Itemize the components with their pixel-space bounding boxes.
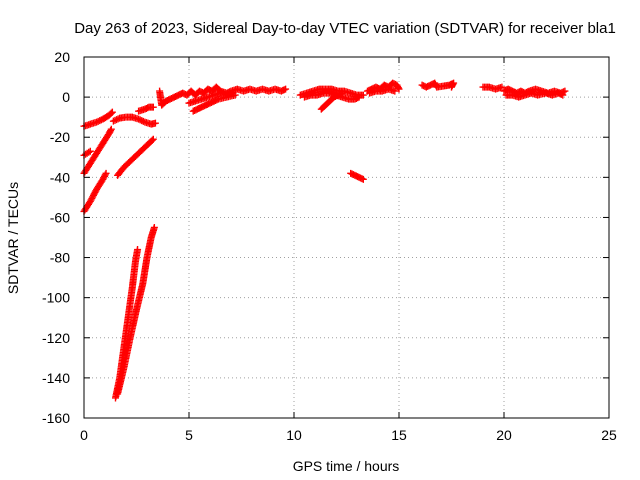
points-layer	[80, 79, 569, 402]
data-point	[114, 115, 122, 123]
data-point	[338, 89, 346, 97]
data-series	[189, 91, 239, 115]
data-series	[80, 108, 116, 130]
data-point	[107, 127, 115, 135]
data-series	[135, 103, 157, 115]
data-point	[135, 115, 143, 123]
data-point	[391, 87, 399, 95]
data-point	[102, 169, 110, 177]
y-tick-label: -120	[42, 330, 70, 346]
data-point	[148, 136, 156, 144]
y-tick-label: -160	[42, 410, 70, 426]
data-point	[151, 119, 159, 127]
x-tick-label: 5	[185, 427, 193, 443]
data-point	[108, 108, 116, 116]
data-series	[109, 113, 159, 128]
data-point	[139, 117, 147, 125]
data-point	[107, 125, 115, 133]
data-point	[395, 85, 403, 93]
x-axis-label: GPS time / hours	[293, 458, 400, 474]
data-point	[150, 223, 158, 231]
y-tick-label: -140	[42, 370, 70, 386]
data-point	[231, 91, 239, 99]
data-point	[93, 118, 101, 126]
data-series	[296, 85, 367, 99]
y-tick-label: -80	[50, 250, 70, 266]
data-series	[347, 169, 367, 183]
x-tick-label: 0	[80, 427, 88, 443]
data-point	[149, 135, 157, 143]
data-point	[149, 103, 157, 111]
y-tick-label: -100	[42, 290, 70, 306]
data-point	[86, 147, 94, 155]
data-point	[498, 83, 506, 91]
data-point	[85, 148, 93, 156]
data-point	[101, 171, 109, 179]
data-point	[355, 93, 363, 101]
plot-frame	[83, 56, 610, 419]
data-point	[113, 116, 121, 124]
data-point	[111, 116, 119, 124]
grid-layer	[84, 57, 609, 418]
y-tick-label: -40	[50, 169, 70, 185]
data-series	[502, 89, 567, 101]
data-point	[282, 85, 290, 93]
data-series	[366, 85, 399, 97]
data-point	[359, 91, 367, 99]
data-point	[107, 109, 115, 117]
data-point	[136, 116, 144, 124]
data-point	[96, 117, 104, 125]
data-point	[359, 175, 367, 183]
data-series	[479, 83, 506, 93]
data-series	[317, 89, 346, 113]
x-tick-label: 15	[391, 427, 407, 443]
data-series	[418, 79, 458, 91]
y-axis-label: SDTVAR / TECUs	[5, 182, 21, 294]
data-point	[448, 83, 455, 91]
data-point	[94, 117, 102, 125]
y-tick-label: -60	[50, 209, 70, 225]
data-point	[134, 246, 142, 254]
x-tick-label: 25	[601, 427, 617, 443]
chart-title: Day 263 of 2023, Sidereal Day-to-day VTE…	[74, 20, 616, 37]
y-tick-label: -20	[50, 129, 70, 145]
x-tick-label: 10	[286, 427, 302, 443]
data-series	[80, 169, 110, 215]
data-series	[114, 135, 157, 179]
data-point	[561, 87, 569, 95]
data-point	[138, 117, 146, 125]
tick-layer: 0 5 10 15 20 25 -160 -140 -120 -100 -80 -60 -40 -20 0 2…	[42, 49, 617, 443]
data-series	[80, 125, 115, 177]
y-tick-label: 20	[54, 49, 70, 65]
data-point	[559, 91, 567, 99]
y-tick-label: 0	[62, 89, 70, 105]
x-tick-label: 20	[496, 427, 512, 443]
data-series	[114, 223, 158, 398]
data-point	[109, 117, 117, 125]
